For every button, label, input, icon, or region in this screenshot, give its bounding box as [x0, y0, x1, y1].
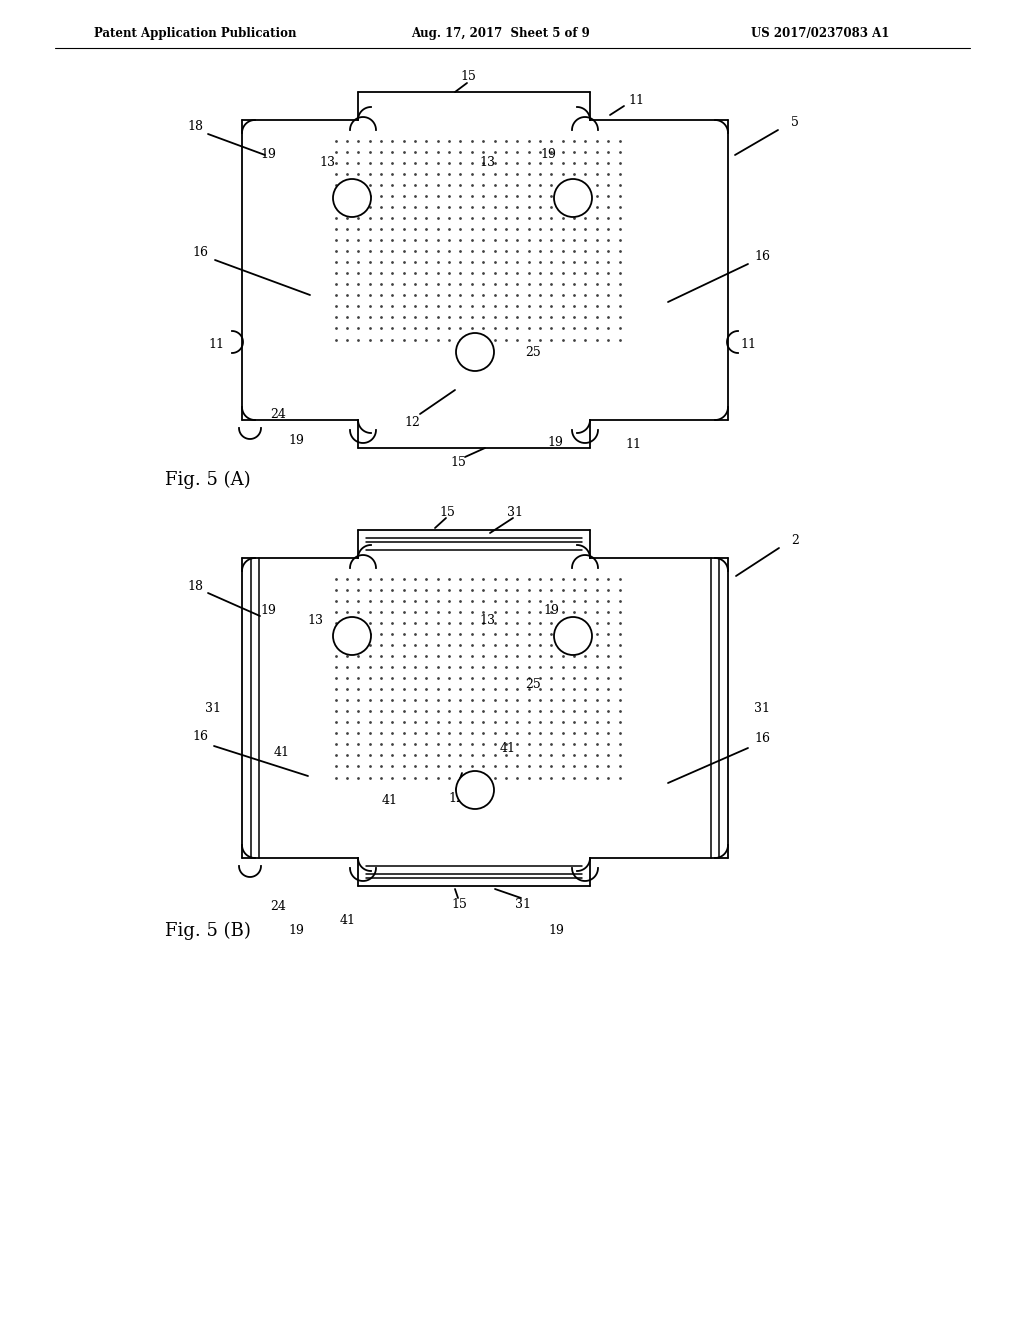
Circle shape — [456, 333, 494, 371]
Text: 16: 16 — [193, 730, 208, 742]
Text: 19: 19 — [540, 149, 556, 161]
Text: 31: 31 — [515, 898, 531, 911]
Text: 31: 31 — [754, 701, 770, 714]
Circle shape — [333, 616, 371, 655]
Text: 31: 31 — [507, 506, 523, 519]
Text: 19: 19 — [288, 433, 304, 446]
Text: 11: 11 — [740, 338, 756, 351]
Text: 41: 41 — [500, 742, 516, 755]
Text: US 2017/0237083 A1: US 2017/0237083 A1 — [751, 26, 889, 40]
Text: 15: 15 — [451, 457, 466, 470]
Text: 18: 18 — [187, 579, 203, 593]
Text: 11: 11 — [625, 437, 641, 450]
Text: 25: 25 — [525, 346, 541, 359]
Text: 12: 12 — [449, 792, 464, 804]
Text: 12: 12 — [404, 417, 420, 429]
Text: 19: 19 — [548, 924, 564, 936]
Text: 16: 16 — [754, 731, 770, 744]
Circle shape — [554, 180, 592, 216]
Text: 13: 13 — [479, 157, 495, 169]
Text: 15: 15 — [451, 898, 467, 911]
Text: 15: 15 — [460, 70, 476, 83]
Text: 19: 19 — [543, 605, 559, 618]
Text: 41: 41 — [349, 630, 365, 643]
Text: 41: 41 — [274, 747, 290, 759]
Text: 16: 16 — [754, 251, 770, 264]
Text: 19: 19 — [260, 605, 275, 618]
Text: 11: 11 — [208, 338, 224, 351]
Text: Fig. 5 (B): Fig. 5 (B) — [165, 921, 251, 940]
Text: 11: 11 — [628, 94, 644, 107]
Text: 15: 15 — [439, 506, 455, 519]
Circle shape — [554, 616, 592, 655]
Circle shape — [333, 180, 371, 216]
Text: 13: 13 — [307, 614, 323, 627]
Text: 24: 24 — [270, 899, 286, 912]
Text: 5: 5 — [792, 116, 799, 129]
Text: 41: 41 — [340, 915, 356, 928]
Text: 41: 41 — [382, 793, 398, 807]
Text: 24: 24 — [270, 408, 286, 421]
Text: Aug. 17, 2017  Sheet 5 of 9: Aug. 17, 2017 Sheet 5 of 9 — [411, 26, 590, 40]
Text: 13: 13 — [319, 157, 335, 169]
Text: 16: 16 — [193, 246, 208, 259]
Text: 19: 19 — [547, 436, 563, 449]
Text: 19: 19 — [288, 924, 304, 936]
Circle shape — [456, 771, 494, 809]
Text: Fig. 5 (A): Fig. 5 (A) — [165, 471, 251, 490]
Text: Patent Application Publication: Patent Application Publication — [94, 26, 296, 40]
Text: 19: 19 — [260, 149, 275, 161]
Text: 31: 31 — [205, 701, 221, 714]
Text: 13: 13 — [479, 614, 495, 627]
Text: 18: 18 — [187, 120, 203, 133]
Text: 2: 2 — [792, 533, 799, 546]
Text: 25: 25 — [525, 678, 541, 692]
